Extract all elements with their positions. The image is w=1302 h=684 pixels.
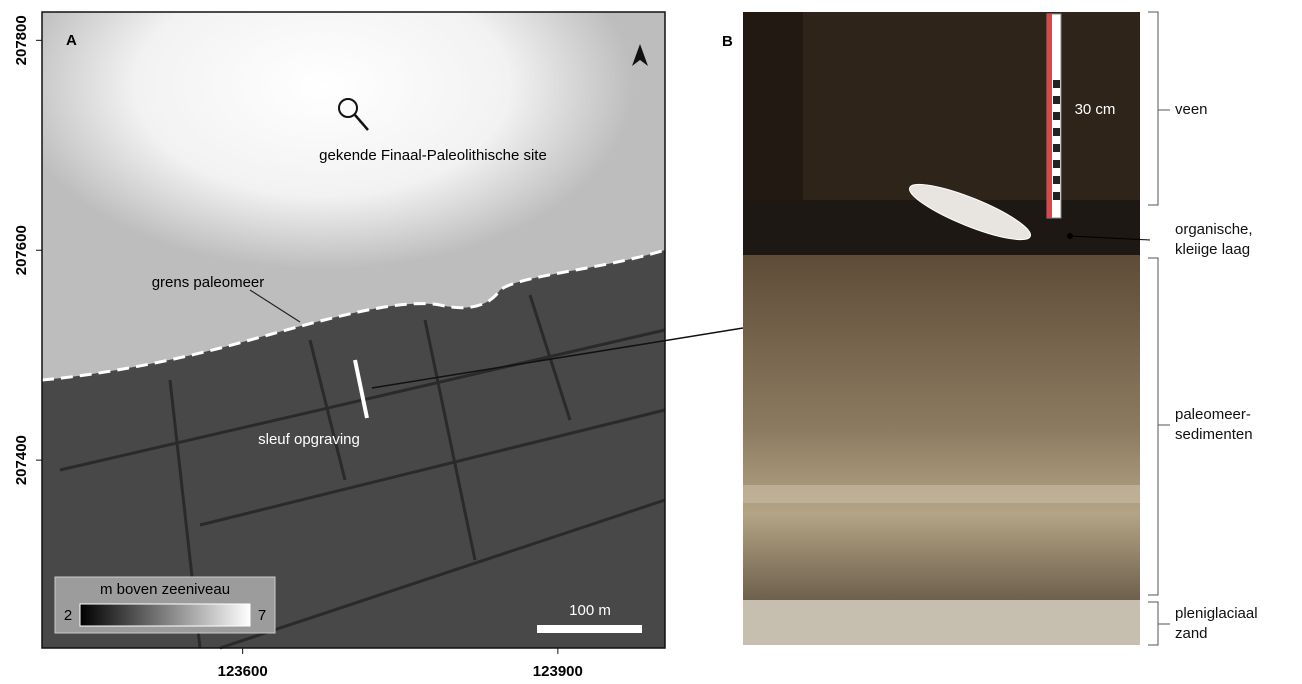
layer-label: paleomeer- bbox=[1175, 406, 1251, 423]
scale-bar-label: 100 m bbox=[569, 602, 611, 619]
sand-layer bbox=[743, 600, 1140, 645]
site-label: gekende Finaal-Paleolithische site bbox=[319, 147, 547, 164]
legend-min: 2 bbox=[64, 607, 72, 624]
boundary-label: grens paleomeer bbox=[152, 274, 265, 291]
photo-scale-label: 30 cm bbox=[1075, 101, 1116, 118]
bracket bbox=[1148, 258, 1170, 595]
layer-label: sedimenten bbox=[1175, 426, 1253, 443]
bracket bbox=[1148, 602, 1170, 645]
light-band bbox=[743, 485, 1140, 503]
scale-bar bbox=[537, 625, 642, 633]
layer-label: pleniglaciaal bbox=[1175, 605, 1258, 622]
colorbar bbox=[80, 604, 250, 626]
panel-label: B bbox=[722, 33, 733, 50]
map: gekende Finaal-Paleolithische site grens… bbox=[42, 12, 743, 648]
y-tick-label: 207600 bbox=[13, 225, 30, 275]
profile-photo: 30 cm B bbox=[722, 12, 1150, 645]
scale-rod-red bbox=[1047, 14, 1052, 218]
layer-label: kleiige laag bbox=[1175, 241, 1250, 258]
figure: gekende Finaal-Paleolithische site grens… bbox=[0, 0, 1302, 684]
sediment-layer bbox=[743, 255, 1140, 600]
x-tick-label: 123900 bbox=[533, 663, 583, 680]
layer-label: veen bbox=[1175, 101, 1208, 118]
panel-label: A bbox=[66, 32, 77, 49]
layer-brackets: veen organische, kleiige laag paleomeer-sed… bbox=[1148, 12, 1258, 645]
trench-label: sleuf opgraving bbox=[258, 431, 360, 448]
legend-max: 7 bbox=[258, 607, 266, 624]
legend-title: m boven zeeniveau bbox=[100, 581, 230, 598]
bracket bbox=[1148, 12, 1170, 205]
layer-label: organische, bbox=[1175, 221, 1253, 238]
y-tick-label: 207800 bbox=[13, 15, 30, 65]
y-tick-label: 207400 bbox=[13, 435, 30, 485]
x-tick-label: 123600 bbox=[218, 663, 268, 680]
layer-label: zand bbox=[1175, 625, 1208, 642]
